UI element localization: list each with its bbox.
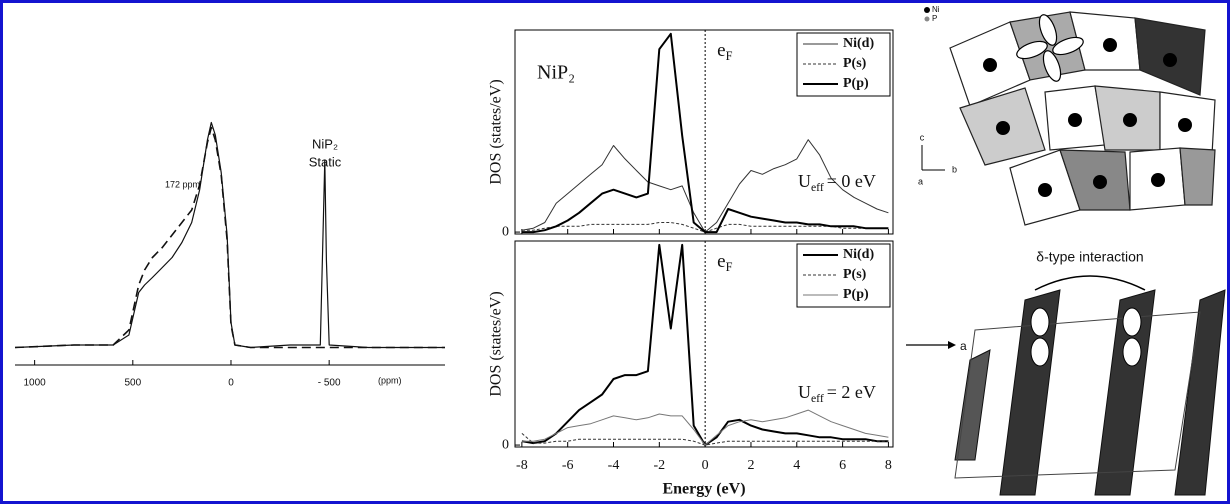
ueff-label-sub: eff	[811, 392, 824, 405]
x-tick-label: -4	[608, 458, 620, 473]
axes-glyph	[921, 145, 945, 171]
annotation: Static	[309, 154, 342, 169]
x-tick-label: 0	[702, 458, 709, 473]
axis-b: b	[952, 164, 957, 174]
axis-a: a	[918, 176, 923, 186]
series-line	[521, 409, 889, 446]
arrow-head	[948, 341, 956, 349]
plot-frame	[514, 240, 894, 448]
plot-frame	[514, 29, 894, 235]
ueff-label-base: U	[798, 382, 811, 402]
fermi-label-sub: F	[726, 260, 733, 274]
lattice	[954, 289, 1226, 496]
x-tick-label: 500	[124, 378, 141, 389]
direction-label: a	[960, 339, 967, 353]
interaction-arrow	[1034, 275, 1146, 291]
fermi-label-base: e	[717, 40, 725, 61]
lobes	[1030, 307, 1142, 367]
fermi-label-base: e	[717, 251, 725, 272]
legend-label: Ni(d)	[843, 36, 874, 51]
annotation: NiP₂	[312, 136, 338, 151]
series-line	[521, 32, 889, 234]
legend-box	[796, 243, 891, 308]
orbital	[1016, 14, 1084, 82]
x-tick-label: 2	[747, 458, 754, 473]
x-tick-label: -6	[562, 458, 574, 473]
x-tick-label: 1000	[24, 378, 47, 389]
y-tick-label: 0	[502, 224, 509, 239]
legend-label: Ni(d)	[843, 247, 874, 262]
x-tick-label: -2	[653, 458, 665, 473]
axis-c: c	[920, 132, 925, 142]
ueff-label-rest: = 2 eV	[827, 382, 876, 402]
y-axis-label: DOS (states/eV)	[488, 291, 505, 396]
x-tick-label: 8	[885, 458, 892, 473]
y-axis-label: DOS (states/eV)	[488, 79, 505, 184]
legend-label: P(p)	[843, 287, 869, 302]
x-axis-label: Energy (eV)	[662, 481, 745, 498]
fermi-label: eF	[717, 40, 732, 62]
legend-label: P(s)	[843, 56, 867, 71]
legend-box	[796, 32, 891, 97]
interaction-label: δ-type interaction	[1036, 249, 1143, 265]
ueff-label-rest: = 0 eV	[827, 171, 876, 191]
annotation: 172 ppm	[165, 179, 200, 189]
x-axis-label: (ppm)	[378, 375, 402, 385]
ueff-label: Ueff = 2 eV	[798, 382, 876, 405]
series-line	[14, 121, 445, 349]
ueff-label-sub: eff	[811, 181, 824, 194]
fermi-label: eF	[717, 251, 732, 273]
y-tick-label: 0	[502, 437, 509, 452]
fermi-label-sub: F	[726, 49, 733, 63]
p-key	[924, 16, 930, 22]
legend-label: P(s)	[843, 267, 867, 282]
ni-label: Ni	[932, 5, 940, 14]
x-tick-label: 4	[793, 458, 800, 473]
x-tick-label: 6	[839, 458, 846, 473]
legend-label: P(p)	[843, 76, 869, 91]
panel-label: NiP₂	[537, 62, 575, 84]
x-tick-label: 0	[228, 378, 234, 389]
ueff-label: Ueff = 0 eV	[798, 171, 876, 194]
x-tick-label: -8	[516, 458, 528, 473]
atoms	[983, 38, 1192, 197]
series-line	[14, 126, 445, 349]
ueff-label-base: U	[798, 171, 811, 191]
x-tick-label: - 500	[318, 378, 341, 389]
ni-key	[924, 7, 930, 13]
p-label: P	[932, 14, 937, 23]
